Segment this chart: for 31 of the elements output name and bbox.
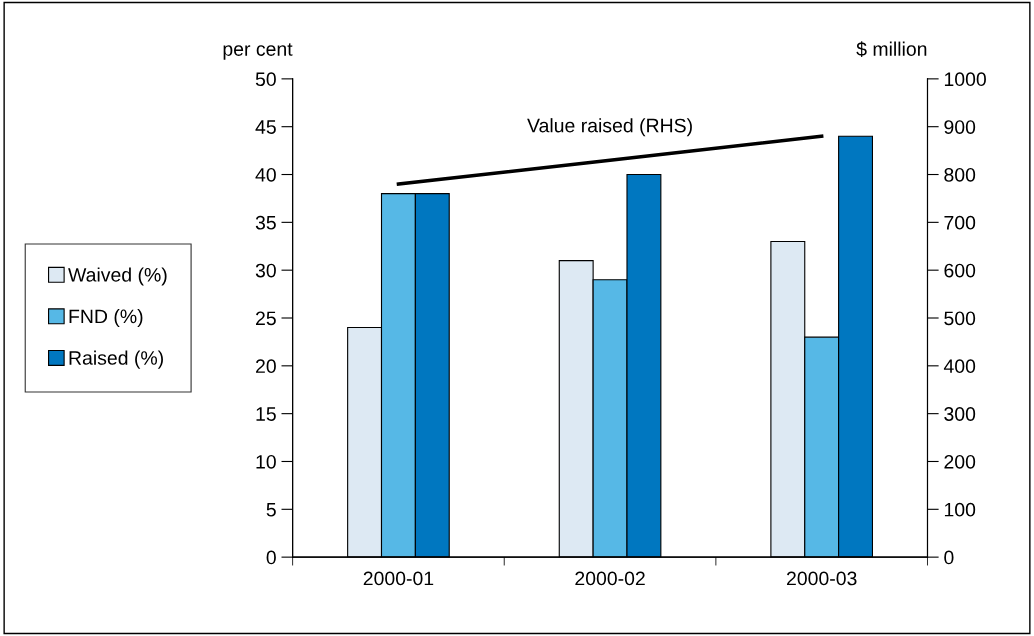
y2-axis-title: $ million	[856, 41, 927, 58]
y-tick-label: 10	[256, 454, 276, 469]
y2-tick-label: 900	[944, 120, 976, 134]
series-label: Value raised (RHS)	[527, 118, 692, 137]
y-tick-label: 35	[255, 215, 276, 230]
y2-tick-label: 300	[944, 407, 976, 421]
y-tick-label: 50	[255, 72, 276, 87]
x-tick-label: 2000-01	[363, 571, 434, 586]
y-tick-label: 30	[255, 263, 276, 278]
y-tick-label: 5	[266, 502, 276, 517]
y-tick-label: 45	[255, 120, 276, 134]
y2-tick-label: 700	[944, 215, 976, 230]
y2-tick-label: 1000	[944, 72, 986, 87]
legend-label: FND (%)	[69, 308, 143, 328]
y-tick-label: 25	[256, 311, 276, 326]
x-tick-label: 2000-02	[575, 571, 645, 586]
y2-tick-label: 400	[943, 359, 976, 374]
y-tick-label: 15	[256, 407, 276, 421]
y-tick-label: 20	[256, 359, 276, 374]
y2-tick-label: 800	[944, 167, 976, 182]
legend-label: Waived (%)	[68, 267, 167, 286]
y2-tick-label: 200	[944, 454, 976, 469]
y-tick-label: 0	[266, 550, 276, 565]
y2-tick-label: 0	[944, 550, 954, 565]
y-axis-title: per cent	[223, 43, 293, 60]
y2-tick-label: 500	[944, 311, 976, 326]
legend-label: Raised (%)	[69, 350, 163, 369]
y2-tick-label: 600	[944, 263, 976, 278]
y2-tick-label: 100	[944, 502, 976, 517]
y-tick-label: 40	[255, 167, 276, 182]
x-tick-label: 2000-03	[786, 571, 857, 586]
